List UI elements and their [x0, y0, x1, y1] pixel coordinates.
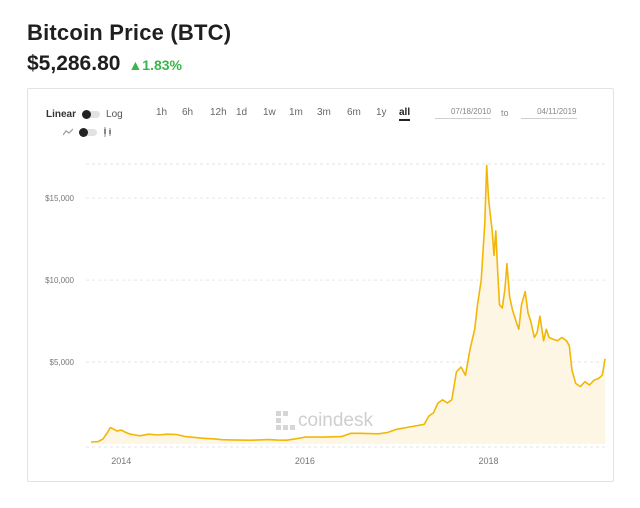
price-line: [90, 164, 606, 443]
y-tick-label: $15,000: [45, 194, 74, 203]
to-date-input[interactable]: 04/11/2019: [520, 107, 577, 119]
chart-type-toggle[interactable]: [63, 127, 113, 137]
page-title: Bitcoin Price (BTC): [27, 20, 232, 45]
range-tab-12h[interactable]: 12h: [210, 107, 227, 118]
chart-type-switch[interactable]: [79, 127, 97, 137]
scale-toggle[interactable]: Linear Log: [46, 107, 123, 121]
range-tab-1d[interactable]: 1d: [236, 107, 248, 118]
y-tick-label: $5,000: [50, 358, 75, 367]
price-area: [91, 165, 606, 444]
range-tab-1h[interactable]: 1h: [156, 107, 168, 118]
x-tick-label: 2014: [111, 456, 131, 466]
range-tab-3m[interactable]: 3m: [317, 107, 331, 118]
chart-card: Linear Log 1h 6h 12h 1d 1w 1m 3m 6m 1y all 07/18/…: [27, 88, 614, 482]
range-tab-all[interactable]: all: [399, 107, 411, 121]
scale-switch-knob: [82, 109, 92, 119]
date-separator: to: [501, 108, 509, 118]
price-chart: $5,000 $10,000 $15,000 2014 2016 2018 coindesk: [45, 163, 606, 466]
y-tick-label: $10,000: [45, 276, 74, 285]
chart-type-switch-knob: [79, 127, 88, 137]
watermark-text: coindesk: [298, 410, 373, 431]
price-change-badge: ▲1.83%: [128, 57, 182, 73]
date-range: 07/18/2010 to 04/11/2019: [435, 107, 577, 119]
x-tick-label: 2016: [295, 456, 315, 466]
scale-linear-label[interactable]: Linear: [46, 108, 77, 120]
range-tab-1w[interactable]: 1w: [263, 107, 276, 118]
line-chart-icon[interactable]: [63, 128, 73, 136]
range-tab-1y[interactable]: 1y: [376, 107, 387, 118]
coindesk-logo-icon: [276, 411, 295, 430]
range-tab-6m[interactable]: 6m: [347, 107, 361, 118]
x-tick-label: 2018: [478, 456, 498, 466]
candlestick-icon[interactable]: [103, 127, 113, 137]
scale-switch[interactable]: [82, 109, 101, 119]
range-tab-1m[interactable]: 1m: [289, 107, 303, 118]
from-date-input[interactable]: 07/18/2010: [435, 107, 491, 119]
scale-log-label[interactable]: Log: [106, 108, 123, 120]
range-tab-6h[interactable]: 6h: [182, 107, 194, 118]
price-row: $5,286.80 ▲1.83%: [27, 52, 182, 76]
current-price: $5,286.80: [27, 52, 121, 75]
